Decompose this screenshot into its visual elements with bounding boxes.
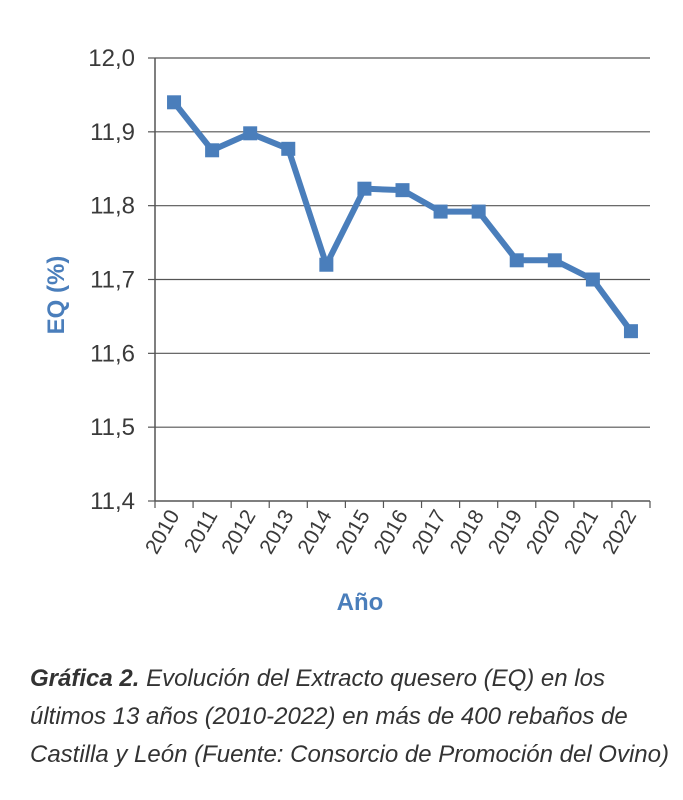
data-point-marker <box>167 95 182 110</box>
data-point-marker <box>509 253 524 268</box>
y-tick-label: 11,8 <box>90 193 135 220</box>
data-point-marker <box>205 143 220 158</box>
x-tick-label: 2014 <box>293 506 336 558</box>
x-tick-label: 2012 <box>217 506 260 558</box>
caption-text: Evolución del Extracto quesero (EQ) en l… <box>30 665 669 768</box>
data-point-marker <box>357 181 372 196</box>
data-point-marker <box>623 324 638 339</box>
x-tick-label: 2011 <box>180 506 223 557</box>
caption-label: Gráfica 2. <box>30 665 140 692</box>
data-point-marker <box>319 257 334 272</box>
x-tick-label: 2013 <box>255 506 298 558</box>
x-tick-label: 2019 <box>484 506 527 558</box>
y-tick-label: 11,6 <box>90 340 135 367</box>
y-tick-label: 11,9 <box>90 119 135 146</box>
figure-caption: Gráfica 2. Evolución del Extracto queser… <box>30 660 670 774</box>
x-tick-label: 2010 <box>141 506 184 558</box>
y-tick-label: 11,7 <box>90 267 135 294</box>
data-point-marker <box>471 204 486 219</box>
y-tick-labels: 11,4 11,5 11,6 11,7 11,8 11,9 12,0 <box>88 45 135 515</box>
data-point-marker <box>395 183 410 198</box>
x-tick-label: 2021 <box>560 506 603 558</box>
data-point-marker <box>433 204 448 219</box>
x-tick-label: 2015 <box>331 506 374 558</box>
data-point-marker <box>243 126 258 141</box>
data-point-marker <box>547 253 562 268</box>
x-axis-title: Año <box>337 589 384 616</box>
x-tick-label: 2022 <box>598 506 641 558</box>
line-chart: 11,411,511,611,711,811,912,0 20102011201… <box>43 45 651 616</box>
data-point-marker <box>585 272 600 287</box>
y-tick-label: 11,5 <box>90 414 135 441</box>
gridlines <box>148 57 651 508</box>
x-tick-label: 2018 <box>446 506 489 558</box>
y-tick-label: 12,0 <box>88 45 135 72</box>
y-tick-label: 11,4 <box>90 488 135 515</box>
x-tick-label: 2017 <box>408 506 451 558</box>
x-tick-label: 2020 <box>522 506 565 558</box>
data-point-marker <box>281 141 296 156</box>
y-axis-title: EQ (%) <box>43 256 70 335</box>
series-line <box>171 100 634 333</box>
x-tick-label: 2016 <box>370 506 413 558</box>
x-tick-labels: 2010201120122013201420152016201720182019… <box>141 506 641 558</box>
series-group <box>167 95 638 339</box>
